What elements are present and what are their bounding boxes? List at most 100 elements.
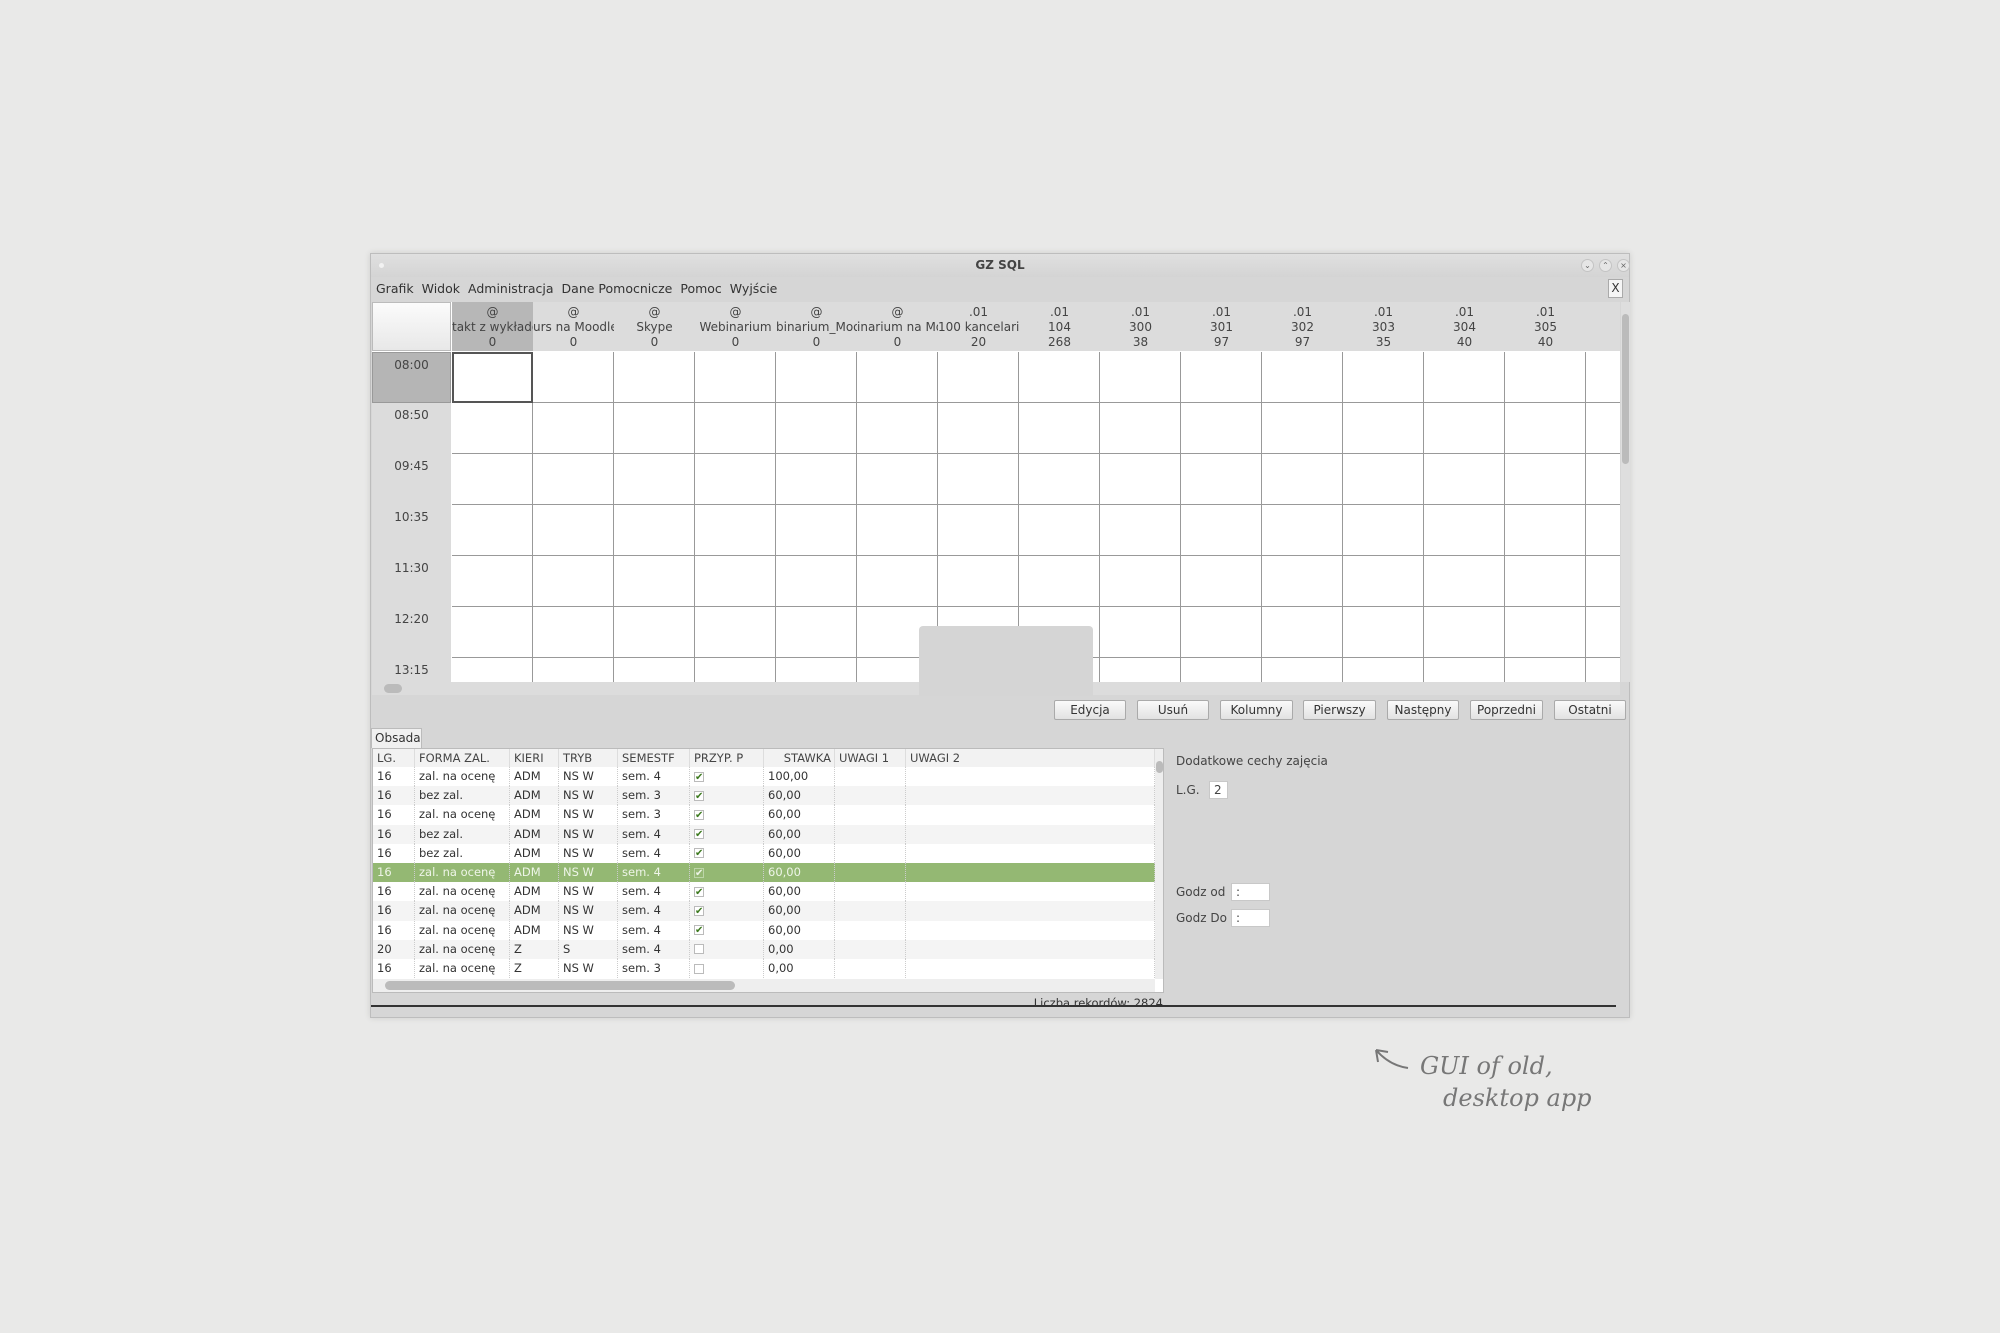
checkbox[interactable]: ✔ (694, 905, 704, 917)
time-row-header[interactable]: 11:30 (372, 556, 451, 607)
schedule-cell[interactable] (533, 658, 614, 682)
schedule-cell[interactable] (1586, 607, 1620, 658)
checkbox[interactable] (694, 944, 704, 955)
time-row-header[interactable]: 08:00 (372, 352, 451, 403)
schedule-cell[interactable] (1181, 454, 1262, 505)
schedule-cell[interactable] (1019, 454, 1100, 505)
schedule-cell[interactable] (1100, 556, 1181, 607)
schedule-cell[interactable] (1262, 352, 1343, 403)
menu-item-administracja[interactable]: Administracja (468, 281, 554, 296)
schedule-cell[interactable] (1343, 352, 1424, 403)
menu-item-wyjście[interactable]: Wyjście (729, 281, 778, 296)
column-header[interactable]: @ binarium_Moo 0 (776, 302, 857, 351)
schedule-cell[interactable] (938, 556, 1019, 607)
schedule-cell[interactable] (1424, 658, 1505, 682)
column-header-2[interactable]: KIERI (510, 749, 559, 767)
edycja-button[interactable]: Edycja (1054, 700, 1126, 720)
schedule-cell[interactable] (1586, 658, 1620, 682)
close-panel-button[interactable]: X (1608, 279, 1623, 298)
schedule-cell[interactable] (695, 505, 776, 556)
column-header-4[interactable]: SEMESTF (618, 749, 690, 767)
column-header-5[interactable]: PRZYP. P (690, 749, 764, 767)
schedule-cell[interactable] (776, 505, 857, 556)
schedule-cell[interactable] (452, 556, 533, 607)
schedule-cell[interactable] (1262, 658, 1343, 682)
schedule-cell[interactable] (1586, 352, 1620, 403)
schedule-cell[interactable] (452, 658, 533, 682)
column-header[interactable]: @ inarium na Mo 0 (857, 302, 938, 351)
time-row-header[interactable]: 12:20 (372, 607, 451, 658)
column-header[interactable]: .01 300 38 (1100, 302, 1181, 351)
schedule-cell[interactable] (1424, 505, 1505, 556)
schedule-cell[interactable] (938, 352, 1019, 403)
schedule-cell[interactable] (776, 352, 857, 403)
schedule-cell[interactable] (1505, 556, 1586, 607)
schedule-cell[interactable] (1343, 454, 1424, 505)
schedule-cell[interactable] (1424, 454, 1505, 505)
schedule-cell[interactable] (1100, 454, 1181, 505)
schedule-cell[interactable] (614, 658, 695, 682)
menu-item-grafik[interactable]: Grafik (376, 281, 414, 296)
menu-item-pomoc[interactable]: Pomoc (680, 281, 722, 296)
schedule-cell[interactable] (1424, 403, 1505, 454)
checkbox[interactable]: ✔ (694, 790, 704, 802)
column-header-6[interactable]: STAWKA (764, 749, 835, 767)
schedule-cell[interactable] (857, 403, 938, 454)
schedule-cell[interactable] (614, 607, 695, 658)
column-header[interactable]: @ urs na Moodle 0 (533, 302, 614, 351)
schedule-cell[interactable] (1181, 505, 1262, 556)
schedule-cell[interactable] (452, 607, 533, 658)
column-header-3[interactable]: TRYB (559, 749, 618, 767)
schedule-cell[interactable] (776, 403, 857, 454)
checkbox[interactable]: ✔ (694, 809, 704, 821)
close-icon[interactable]: × (1617, 259, 1630, 272)
column-header[interactable]: .01 302 97 (1262, 302, 1343, 351)
time-from-input[interactable]: : (1231, 883, 1270, 901)
column-header-8[interactable]: UWAGI 2 (906, 749, 1155, 767)
time-row-header[interactable]: 08:50 (372, 403, 451, 454)
schedule-cell[interactable] (1100, 607, 1181, 658)
schedule-cell[interactable] (452, 505, 533, 556)
checkbox[interactable]: ✔ (694, 886, 704, 898)
schedule-cell[interactable] (1181, 403, 1262, 454)
checkbox[interactable]: ✔ (694, 771, 704, 783)
schedule-cell[interactable] (1019, 403, 1100, 454)
checkbox[interactable]: ✔ (694, 867, 704, 879)
schedule-cell[interactable] (1100, 505, 1181, 556)
time-row-header[interactable]: 13:15 (372, 658, 451, 682)
table-horizontal-scrollbar[interactable] (373, 979, 1155, 992)
schedule-cell[interactable] (533, 607, 614, 658)
schedule-cell[interactable] (1262, 556, 1343, 607)
column-header[interactable]: .01 104 268 (1019, 302, 1100, 351)
schedule-cell[interactable] (1505, 454, 1586, 505)
schedule-cell[interactable] (614, 403, 695, 454)
schedule-cell[interactable] (533, 556, 614, 607)
column-header[interactable]: @ Skype 0 (614, 302, 695, 351)
column-header[interactable]: .41 (1586, 302, 1620, 351)
schedule-cell[interactable] (1019, 352, 1100, 403)
checkbox[interactable]: ✔ (694, 829, 704, 841)
schedule-cell[interactable] (533, 352, 614, 403)
schedule-cell[interactable] (614, 505, 695, 556)
schedule-cell[interactable] (1100, 658, 1181, 682)
column-header[interactable]: .01 301 97 (1181, 302, 1262, 351)
schedule-cell[interactable] (1100, 403, 1181, 454)
schedule-cell[interactable] (1019, 556, 1100, 607)
schedule-cell[interactable] (1505, 403, 1586, 454)
schedule-cell[interactable] (695, 403, 776, 454)
menu-item-widok[interactable]: Widok (421, 281, 460, 296)
schedule-cell[interactable] (1343, 556, 1424, 607)
schedule-cell[interactable] (857, 454, 938, 505)
maximize-icon[interactable]: ⌃ (1599, 259, 1612, 272)
column-header[interactable]: .01 304 40 (1424, 302, 1505, 351)
schedule-cell[interactable] (776, 556, 857, 607)
time-row-header[interactable]: 09:45 (372, 454, 451, 505)
